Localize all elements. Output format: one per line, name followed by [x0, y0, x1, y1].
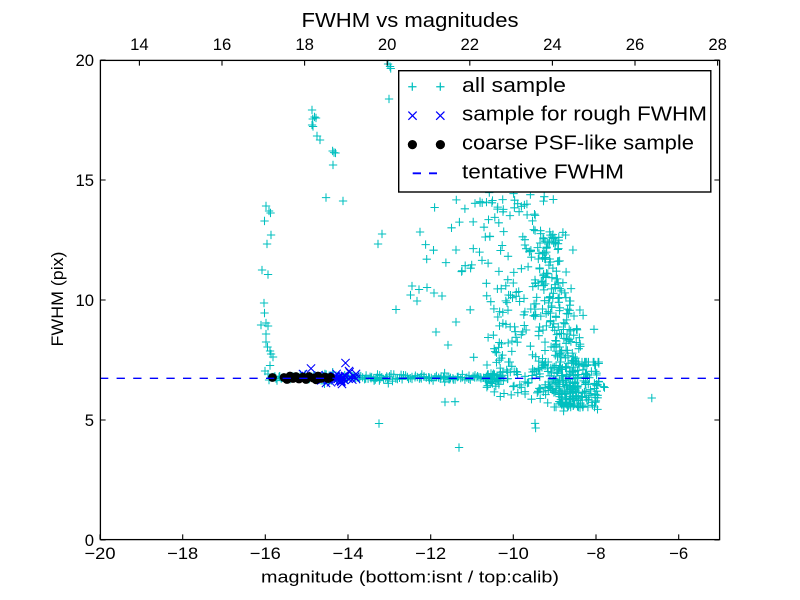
svg-text:−8: −8 [586, 544, 605, 563]
svg-text:20: 20 [378, 35, 397, 54]
svg-text:24: 24 [543, 35, 562, 54]
svg-text:−6: −6 [669, 544, 688, 563]
svg-text:magnitude (bottom:isnt / top:c: magnitude (bottom:isnt / top:calib) [261, 568, 559, 587]
svg-text:5: 5 [85, 411, 94, 430]
svg-text:26: 26 [626, 35, 645, 54]
svg-text:−14: −14 [333, 544, 364, 563]
svg-text:tentative FWHM: tentative FWHM [462, 162, 624, 184]
svg-text:−20: −20 [85, 544, 116, 563]
svg-text:FWHM vs magnitudes: FWHM vs magnitudes [302, 10, 519, 32]
svg-text:0: 0 [85, 531, 94, 550]
svg-text:−12: −12 [415, 544, 446, 563]
svg-text:coarse PSF-like sample: coarse PSF-like sample [462, 133, 694, 155]
svg-text:20: 20 [75, 51, 94, 70]
svg-text:FWHM (pix): FWHM (pix) [48, 252, 67, 347]
svg-text:all sample: all sample [462, 75, 566, 97]
svg-text:sample for rough FWHM: sample for rough FWHM [462, 104, 707, 126]
svg-text:−18: −18 [167, 544, 198, 563]
svg-text:28: 28 [708, 35, 727, 54]
svg-text:−16: −16 [250, 544, 281, 563]
svg-text:−10: −10 [498, 544, 529, 563]
svg-text:18: 18 [295, 35, 314, 54]
svg-text:10: 10 [75, 291, 94, 310]
svg-text:15: 15 [75, 171, 94, 190]
svg-text:16: 16 [213, 35, 232, 54]
svg-text:14: 14 [130, 35, 149, 54]
svg-text:22: 22 [461, 35, 480, 54]
